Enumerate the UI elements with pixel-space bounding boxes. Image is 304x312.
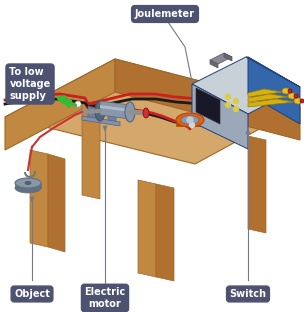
Ellipse shape bbox=[125, 102, 135, 122]
Ellipse shape bbox=[288, 89, 292, 93]
Polygon shape bbox=[210, 53, 232, 64]
Polygon shape bbox=[248, 57, 300, 124]
Polygon shape bbox=[248, 136, 266, 233]
Text: Object: Object bbox=[14, 289, 50, 299]
Ellipse shape bbox=[181, 115, 199, 124]
Polygon shape bbox=[5, 59, 115, 150]
Circle shape bbox=[233, 99, 239, 104]
Circle shape bbox=[187, 117, 193, 123]
Text: Joulemeter: Joulemeter bbox=[135, 9, 195, 19]
Ellipse shape bbox=[294, 98, 302, 104]
Polygon shape bbox=[248, 99, 294, 107]
Text: Switch: Switch bbox=[230, 289, 267, 299]
Polygon shape bbox=[82, 116, 120, 126]
Circle shape bbox=[75, 101, 81, 107]
Ellipse shape bbox=[143, 108, 149, 118]
Polygon shape bbox=[156, 184, 174, 281]
Ellipse shape bbox=[176, 113, 204, 127]
Polygon shape bbox=[30, 150, 48, 247]
Polygon shape bbox=[192, 84, 248, 149]
Ellipse shape bbox=[25, 182, 31, 184]
Polygon shape bbox=[103, 126, 107, 131]
Polygon shape bbox=[15, 183, 41, 188]
Polygon shape bbox=[115, 59, 300, 140]
Polygon shape bbox=[196, 88, 220, 124]
Ellipse shape bbox=[15, 178, 41, 188]
Polygon shape bbox=[176, 120, 204, 126]
Polygon shape bbox=[5, 59, 300, 164]
Polygon shape bbox=[100, 105, 130, 112]
Polygon shape bbox=[108, 110, 116, 124]
Ellipse shape bbox=[300, 99, 304, 103]
Polygon shape bbox=[138, 180, 156, 277]
Polygon shape bbox=[246, 57, 300, 87]
Polygon shape bbox=[248, 94, 288, 102]
Circle shape bbox=[226, 95, 230, 100]
Text: To low
voltage
supply: To low voltage supply bbox=[9, 67, 51, 100]
Ellipse shape bbox=[288, 93, 296, 99]
Ellipse shape bbox=[294, 94, 298, 98]
Circle shape bbox=[226, 103, 230, 108]
Polygon shape bbox=[224, 53, 232, 61]
Polygon shape bbox=[82, 102, 100, 199]
Ellipse shape bbox=[15, 183, 41, 193]
Polygon shape bbox=[248, 89, 282, 97]
Ellipse shape bbox=[95, 101, 105, 121]
Polygon shape bbox=[246, 132, 250, 137]
Ellipse shape bbox=[282, 88, 290, 94]
Polygon shape bbox=[210, 60, 218, 68]
Polygon shape bbox=[30, 197, 34, 202]
Polygon shape bbox=[48, 154, 65, 252]
Text: Electric
motor: Electric motor bbox=[85, 287, 126, 309]
Polygon shape bbox=[88, 106, 96, 120]
Circle shape bbox=[233, 106, 239, 111]
Polygon shape bbox=[192, 57, 300, 114]
Polygon shape bbox=[100, 101, 130, 119]
Circle shape bbox=[189, 123, 195, 128]
